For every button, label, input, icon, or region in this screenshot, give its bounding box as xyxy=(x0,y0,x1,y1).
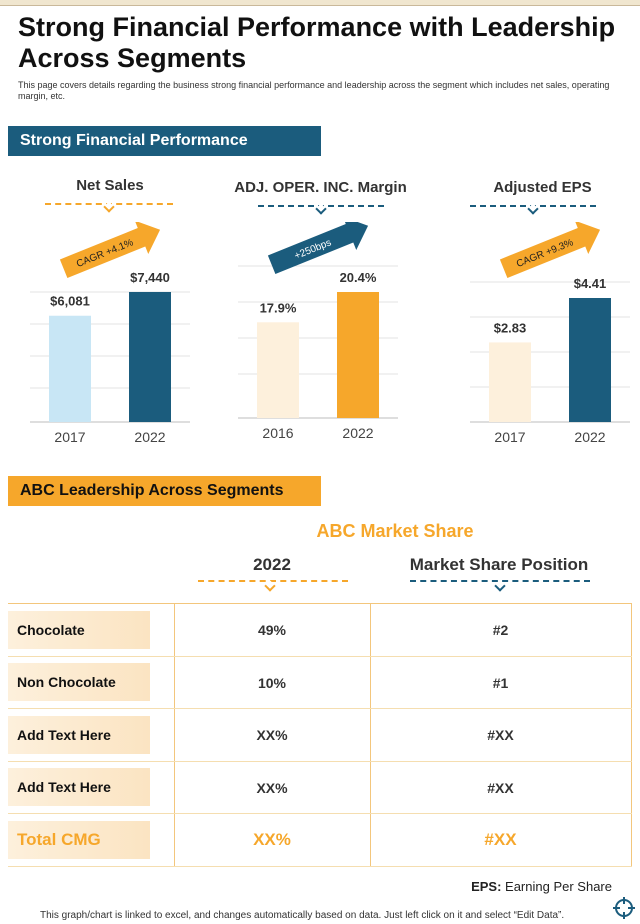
table-column-rule xyxy=(370,603,371,866)
bar-2016 xyxy=(257,322,299,418)
table-cell-share: XX% xyxy=(256,780,288,796)
data-label: $2.83 xyxy=(494,320,527,335)
table-row-label: Non Chocolate xyxy=(8,663,150,701)
chart-title-margin: ADJ. OPER. INC. Margin xyxy=(234,179,407,196)
data-label: 17.9% xyxy=(260,300,297,315)
bar-2017 xyxy=(489,342,531,422)
table-cell-position: #1 xyxy=(492,675,509,691)
chevron-down-icon xyxy=(494,580,506,592)
top-decor-line xyxy=(0,5,640,6)
table-row-rule xyxy=(8,761,632,762)
table-row-label: Add Text Here xyxy=(8,768,150,806)
x-tick-label: 2016 xyxy=(262,425,293,441)
x-tick-label: 2022 xyxy=(134,429,165,445)
table-cell-position: #2 xyxy=(492,622,509,638)
table-row-rule xyxy=(8,656,632,657)
table-row-rule xyxy=(8,813,632,814)
x-tick-label: 2022 xyxy=(574,429,605,445)
section-banner-financial: Strong Financial Performance xyxy=(8,126,321,156)
table-row-label: Add Text Here xyxy=(8,716,150,754)
table-cell-share: 49% xyxy=(257,622,287,638)
table-top-border xyxy=(8,603,632,604)
data-label: $7,440 xyxy=(130,270,170,285)
x-tick-label: 2017 xyxy=(54,429,85,445)
chart-title-eps: Adjusted EPS xyxy=(493,179,592,196)
crosshair-icon xyxy=(613,897,635,919)
table-row-rule xyxy=(8,866,632,867)
bar-2017 xyxy=(49,315,91,422)
x-tick-label: 2022 xyxy=(342,425,373,441)
eps-definition: Earning Per Share xyxy=(501,879,612,894)
table-cell-position: #XX xyxy=(487,727,514,743)
column-divider xyxy=(198,580,348,582)
arrow-shape xyxy=(59,222,161,279)
x-tick-label: 2017 xyxy=(494,429,525,445)
table-row-label-total: Total CMG xyxy=(8,821,150,859)
arrow-shape xyxy=(267,222,369,275)
table-row-rule xyxy=(8,708,632,709)
table-column-rule xyxy=(631,603,632,866)
footer-note: This graph/chart is linked to excel, and… xyxy=(40,910,565,921)
data-label: $6,081 xyxy=(50,294,90,309)
data-label: 20.4% xyxy=(340,270,377,285)
chevron-down-icon xyxy=(264,580,276,592)
table-row-label: Chocolate xyxy=(8,611,150,649)
market-share-title: ABC Market Share xyxy=(316,521,474,541)
table-cell-share: 10% xyxy=(257,675,287,691)
page-title: Strong Financial Performance with Leader… xyxy=(18,12,616,73)
data-label: $4.41 xyxy=(574,276,607,291)
column-header-2022: 2022 xyxy=(253,555,291,574)
table-cell-share-total: XX% xyxy=(253,830,291,849)
bar-2022 xyxy=(129,292,171,422)
column-header-position: Market Share Position xyxy=(409,555,589,574)
arrow-shape xyxy=(499,222,601,279)
eps-abbreviation: EPS: xyxy=(471,879,502,894)
table-cell-position-total: #XX xyxy=(484,830,517,849)
table-cell-share: XX% xyxy=(256,727,288,743)
top-decor-band xyxy=(0,0,640,5)
table-column-rule xyxy=(174,603,175,866)
page-subtitle: This page covers details regarding the b… xyxy=(18,80,610,101)
chart-title-net-sales: Net Sales xyxy=(76,177,144,194)
bar-2022 xyxy=(569,298,611,422)
bar-2022 xyxy=(337,292,379,418)
section-banner-leadership: ABC Leadership Across Segments xyxy=(8,476,321,506)
eps-footnote: EPS: Earning Per Share xyxy=(471,879,612,894)
table-cell-position: #XX xyxy=(487,780,514,796)
